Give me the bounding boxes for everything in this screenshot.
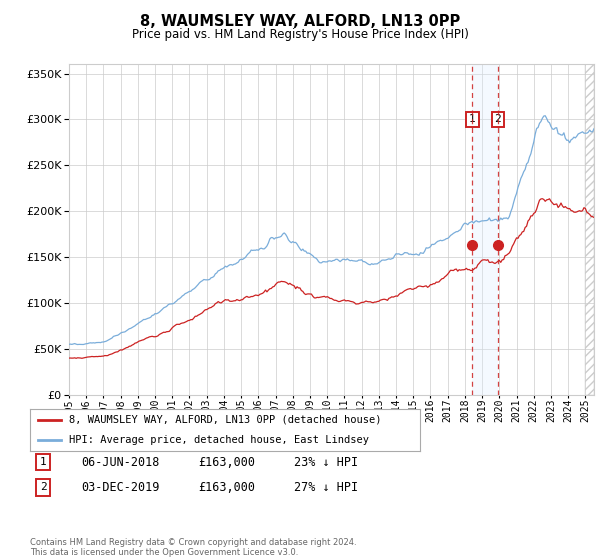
Text: Price paid vs. HM Land Registry's House Price Index (HPI): Price paid vs. HM Land Registry's House … [131,28,469,41]
Text: 1: 1 [469,114,476,124]
Text: 27% ↓ HPI: 27% ↓ HPI [294,480,358,494]
Text: 8, WAUMSLEY WAY, ALFORD, LN13 0PP (detached house): 8, WAUMSLEY WAY, ALFORD, LN13 0PP (detac… [69,415,382,424]
Bar [472,64,498,395]
Text: 8, WAUMSLEY WAY, ALFORD, LN13 0PP: 8, WAUMSLEY WAY, ALFORD, LN13 0PP [140,14,460,29]
Text: 23% ↓ HPI: 23% ↓ HPI [294,455,358,469]
Text: 2: 2 [494,114,502,124]
Text: Contains HM Land Registry data © Crown copyright and database right 2024.
This d: Contains HM Land Registry data © Crown c… [30,538,356,557]
Text: 03-DEC-2019: 03-DEC-2019 [81,480,160,494]
Text: 06-JUN-2018: 06-JUN-2018 [81,455,160,469]
Text: HPI: Average price, detached house, East Lindsey: HPI: Average price, detached house, East… [69,435,369,445]
Text: £163,000: £163,000 [198,455,255,469]
Text: 2: 2 [40,482,47,492]
Text: 1: 1 [40,457,47,467]
Text: £163,000: £163,000 [198,480,255,494]
